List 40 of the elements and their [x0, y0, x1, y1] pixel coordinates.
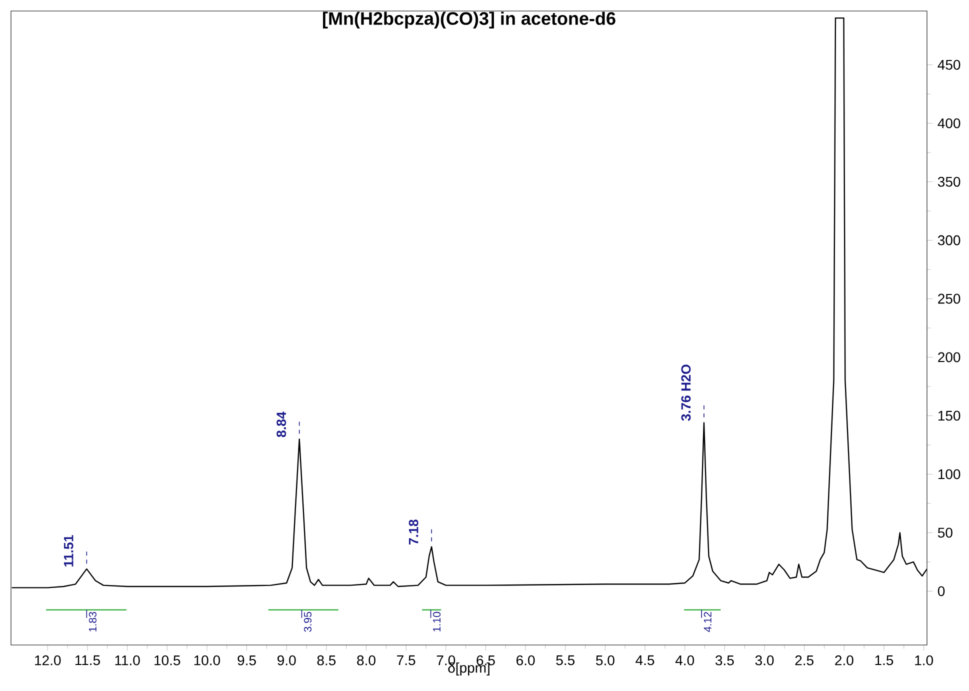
x-tick-label: 2.5 [795, 655, 814, 666]
annotation: 3.76 H2O [681, 364, 691, 421]
x-tick-label: 4.5 [636, 655, 654, 666]
x-tick-label: 11.0 [115, 655, 140, 666]
x-tick-label: 10.5 [154, 655, 180, 666]
x-tick-label: 6.0 [516, 655, 535, 666]
y-tick-label: 150 [938, 410, 960, 421]
x-tick-label: 5.0 [596, 655, 614, 666]
annotation: 8.84 [276, 412, 286, 438]
x-tick-label: 11.5 [75, 655, 100, 666]
x-tick-label: 12.0 [35, 655, 61, 666]
x-tick-label: 4.0 [675, 655, 694, 666]
annotation: 1.10 [432, 612, 441, 632]
x-tick-label: 8.0 [357, 655, 376, 666]
y-tick-label: 100 [938, 469, 960, 480]
x-tick-label: 3.5 [715, 655, 734, 666]
x-tick-label: 9.0 [278, 655, 296, 666]
y-tick-label: 200 [938, 352, 960, 362]
y-tick-label: 0 [938, 586, 945, 596]
annotation: 7.18 [408, 520, 418, 545]
annotation: 11.51 [64, 535, 74, 567]
y-tick-label: 350 [938, 176, 960, 187]
x-tick-label: 7.5 [397, 655, 416, 666]
annotation: 1.83 [88, 612, 96, 632]
x-tick-label: 9.5 [238, 655, 256, 666]
x-tick-label: 5.5 [556, 655, 575, 666]
y-tick-label: 250 [938, 294, 960, 304]
x-tick-label: 1.0 [915, 655, 933, 666]
annotation: 4.12 [704, 612, 712, 632]
x-tick-label: 1.5 [875, 655, 894, 666]
y-tick-label: 450 [938, 60, 960, 70]
x-tick-label: 3.0 [755, 655, 774, 666]
y-tick-label: 300 [938, 235, 960, 246]
chart-title: [Mn(H2bcpza)(CO)3] in acetone-d6 [322, 12, 616, 28]
x-tick-label: 10.0 [194, 655, 220, 666]
y-tick-label: 400 [938, 118, 960, 128]
y-tick-label: 50 [938, 528, 952, 538]
x-tick-label: 2.0 [835, 655, 854, 666]
x-tick-label: 8.5 [317, 655, 336, 666]
annotation: 3.95 [304, 612, 312, 632]
